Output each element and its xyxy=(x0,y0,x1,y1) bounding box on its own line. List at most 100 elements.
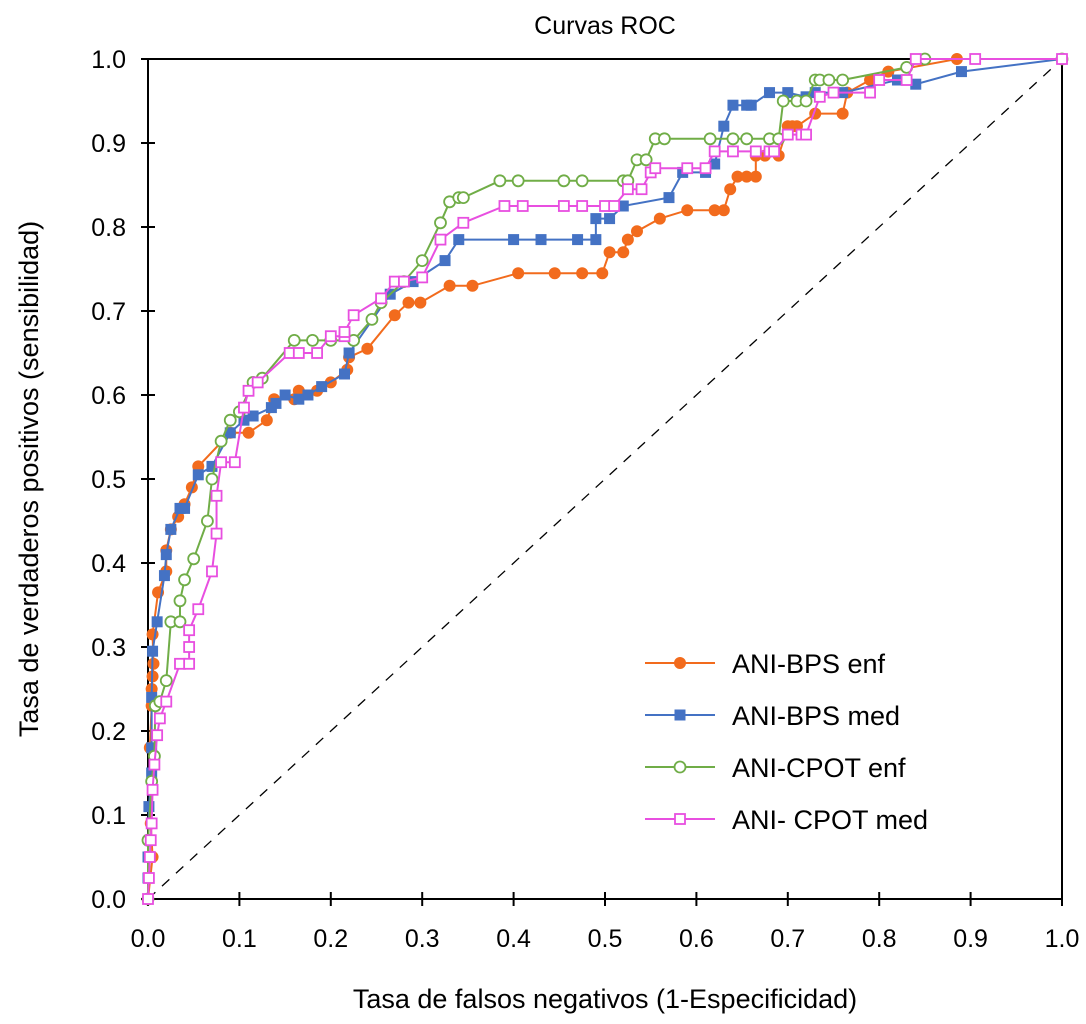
data-point xyxy=(206,460,218,472)
data-point xyxy=(416,271,429,284)
data-point xyxy=(717,204,730,217)
data-point xyxy=(160,695,173,708)
x-tick-label: 0.6 xyxy=(679,925,714,953)
x-tick-label: 0.1 xyxy=(222,925,257,953)
data-point xyxy=(617,246,630,259)
data-point xyxy=(590,234,602,246)
data-point xyxy=(228,456,241,469)
y-tick-label: 0.0 xyxy=(91,886,126,914)
data-point xyxy=(205,472,219,486)
data-point xyxy=(630,225,643,238)
data-point xyxy=(635,183,648,196)
series-layer xyxy=(141,52,1069,906)
data-point xyxy=(143,872,155,884)
data-point xyxy=(151,729,164,742)
data-point xyxy=(238,401,250,414)
data-point xyxy=(224,427,236,439)
data-point xyxy=(576,267,589,280)
data-point xyxy=(749,145,762,158)
y-axis-ticks: 0.0 0.1 0.2 0.3 0.4 0.5 0.6 0.7 0.8 0.9 1.0 xyxy=(91,46,155,914)
data-point xyxy=(434,233,447,246)
data-point xyxy=(146,691,158,703)
data-point xyxy=(608,200,621,212)
data-point xyxy=(347,309,360,322)
data-point xyxy=(214,434,228,448)
data-point xyxy=(836,73,850,87)
data-point xyxy=(596,267,609,280)
data-point xyxy=(173,615,187,629)
y-tick-label: 0.7 xyxy=(91,298,126,326)
data-point xyxy=(799,94,813,108)
legend-marker xyxy=(673,760,687,774)
y-tick-label: 0.5 xyxy=(91,466,126,494)
data-point xyxy=(402,296,415,309)
data-point xyxy=(147,657,160,670)
y-tick-label: 0.1 xyxy=(91,802,126,830)
data-point xyxy=(159,674,173,687)
data-point xyxy=(873,74,886,86)
data-point xyxy=(516,200,529,212)
data-point xyxy=(653,212,666,225)
data-point xyxy=(621,233,634,246)
data-point xyxy=(658,132,671,146)
data-point xyxy=(388,309,401,322)
data-point xyxy=(375,292,387,305)
y-tick-label: 0.9 xyxy=(91,130,126,158)
data-point xyxy=(178,573,191,587)
data-point xyxy=(173,594,187,608)
data-point xyxy=(836,107,849,120)
y-tick-label: 0.2 xyxy=(91,718,126,746)
data-point xyxy=(192,603,205,616)
data-point xyxy=(242,384,255,397)
data-point xyxy=(210,489,223,502)
data-point xyxy=(727,145,739,158)
legend-item-ani-cpot-enf: ANI-CPOT enf xyxy=(645,753,906,783)
data-point xyxy=(572,234,584,246)
x-tick-label: 1.0 xyxy=(1045,925,1080,953)
data-point xyxy=(210,527,223,540)
data-point xyxy=(146,742,158,754)
x-tick-label: 0.3 xyxy=(405,925,440,953)
data-point xyxy=(183,641,196,653)
x-tick-label: 0.8 xyxy=(862,925,897,953)
data-point xyxy=(457,216,470,229)
data-point xyxy=(709,158,721,170)
data-point xyxy=(143,851,156,863)
data-point xyxy=(292,347,305,359)
data-point xyxy=(649,162,662,175)
data-point xyxy=(909,53,922,65)
x-tick-label: 0.9 xyxy=(953,925,988,953)
legend-label: ANI-CPOT enf xyxy=(732,753,906,783)
data-point xyxy=(813,90,826,103)
data-point xyxy=(621,183,634,196)
data-point xyxy=(414,296,427,309)
x-axis-title: Tasa de falsos negativos (1-Especificida… xyxy=(353,984,857,1014)
data-point xyxy=(603,246,616,259)
data-point xyxy=(439,255,451,267)
data-point xyxy=(324,330,337,343)
data-point xyxy=(160,549,172,561)
data-point xyxy=(434,216,447,230)
data-point xyxy=(146,783,159,796)
data-point xyxy=(311,347,323,359)
legend-marker xyxy=(674,657,686,669)
x-axis-ticks: 0.0 0.1 0.2 0.3 0.4 0.5 0.6 0.7 0.8 0.9 1.0 xyxy=(131,892,1080,953)
y-tick-label: 0.8 xyxy=(91,214,126,242)
series-ani-cpot-med xyxy=(142,53,1068,905)
data-point xyxy=(456,191,470,205)
data-point xyxy=(699,162,712,175)
data-point xyxy=(1056,53,1068,65)
data-point xyxy=(548,267,561,280)
data-point xyxy=(498,200,511,212)
data-point xyxy=(251,376,264,389)
data-point xyxy=(493,174,507,188)
data-point xyxy=(201,514,214,528)
data-point xyxy=(681,162,694,175)
legend-label: ANI- CPOT med xyxy=(732,805,928,835)
legend-marker xyxy=(674,709,686,721)
data-point xyxy=(955,66,967,78)
data-point xyxy=(407,276,419,288)
data-point xyxy=(681,204,694,217)
data-point xyxy=(415,254,429,268)
